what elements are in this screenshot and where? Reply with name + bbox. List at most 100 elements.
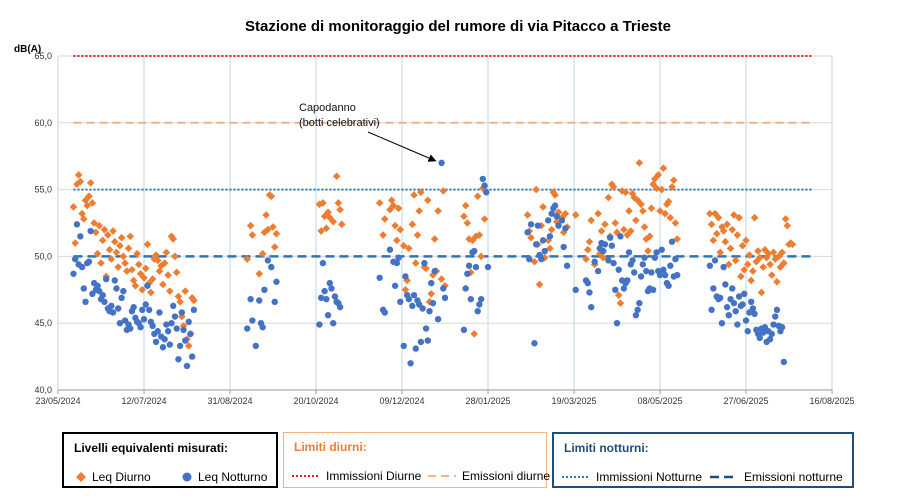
point-leq-diurno [625,207,633,215]
point-leq-diurno [71,239,79,247]
point-leq-notturno [735,293,743,300]
point-leq-diurno [523,211,532,219]
point-leq-notturno [460,326,468,334]
point-leq-diurno [167,232,176,241]
legend-item-immissioni-notturne: Immissioni Notturne [562,470,702,484]
point-leq-diurno [730,211,738,219]
point-leq-notturno [730,299,738,307]
point-leq-notturno [634,306,641,314]
point-leq-diurno [597,227,606,235]
point-leq-notturno [744,328,751,335]
annotation-line-1: Capodanno [299,102,356,114]
point-leq-notturno [667,262,674,269]
point-leq-diurno [138,286,147,294]
x-tick-labels: 23/05/2024 12/07/2024 31/08/2024 20/10/2024… [35,396,854,406]
point-leq-diurno [527,233,535,242]
point-leq-notturno [268,263,275,271]
point-leq-diurno [768,271,776,279]
point-leq-notturno [256,297,263,304]
point-leq-notturno [465,262,473,269]
point-leq-diurno [246,221,255,230]
point-leq-diurno [155,267,164,275]
point-leq-diurno [616,299,625,307]
point-leq-notturno [99,291,106,299]
point-leq-diurno [762,253,771,262]
point-leq-diurno [272,229,281,238]
point-leq-diurno [766,260,774,269]
point-leq-notturno [636,299,643,307]
legend-measured-title: Livelli equivalenti misurati: [74,441,229,455]
point-leq-diurno [269,223,277,231]
point-leq-notturno [316,321,323,328]
point-leq-notturno [426,307,433,315]
y-tick-label: 60,0 [34,118,52,128]
point-leq-notturno [668,238,676,245]
point-leq-diurno [116,241,124,250]
point-leq-notturno [381,309,388,316]
point-leq-diurno [621,188,630,197]
point-leq-diurno [123,267,131,275]
point-leq-notturno [539,237,547,244]
point-leq-diurno [583,245,592,254]
point-leq-notturno [395,254,402,261]
point-leq-diurno [98,236,107,245]
point-leq-notturno [548,210,555,217]
point-leq-diurno [742,236,750,245]
point-leq-diurno [614,291,623,299]
point-leq-notturno [166,341,173,348]
point-leq-notturno [706,262,714,269]
point-leq-diurno [128,265,136,274]
point-leq-diurno [104,231,112,239]
legend-label-immissioni-diurne: Immissioni Diurne [326,469,422,483]
point-leq-diurno [172,268,181,277]
point-leq-diurno [270,243,279,251]
point-leq-notturno [326,279,333,287]
legend-item-emissioni-diurne: Emissioni diurne [428,469,550,483]
point-leq-notturno [471,247,478,255]
x-tick-label: 27/06/2025 [723,396,768,406]
point-leq-notturno [156,309,163,316]
point-leq-notturno [118,294,125,302]
point-leq-diurno [656,207,664,215]
point-leq-notturno [653,249,660,256]
legend-label-leq-notturno: Leq Notturno [198,470,268,484]
point-leq-diurno [709,236,718,245]
point-leq-notturno [424,337,431,344]
point-leq-diurno [393,236,401,245]
point-leq-notturno [101,298,108,306]
point-leq-notturno [127,325,134,332]
point-leq-notturno [264,257,272,264]
point-leq-notturno [527,221,535,228]
point-leq-notturno [168,320,175,327]
point-leq-notturno [109,309,117,316]
point-leq-diurno [659,164,668,173]
point-leq-notturno [625,249,633,256]
point-leq-diurno [647,204,656,213]
point-leq-diurno [551,191,559,199]
point-leq-notturno [631,269,638,276]
point-leq-notturno [606,234,614,241]
point-leq-notturno [637,273,645,280]
x-tick-label: 20/10/2024 [293,396,338,406]
point-leq-diurno [664,197,673,206]
x-tick-label: 12/07/2024 [121,396,166,406]
point-leq-diurno [329,217,337,226]
point-leq-diurno [604,193,613,202]
x-tick-label: 19/03/2025 [551,396,596,406]
point-leq-notturno [639,261,646,268]
point-leq-diurno [417,188,425,197]
point-leq-notturno [173,325,180,332]
grid-lines [57,55,833,394]
point-leq-diurno [725,260,733,269]
point-leq-notturno [386,246,394,253]
point-leq-notturno [252,342,259,350]
point-leq-notturno [77,233,84,240]
point-leq-diurno [661,209,669,218]
point-leq-notturno [261,286,268,293]
point-leq-notturno [431,267,438,275]
point-leq-notturno [562,225,569,232]
point-leq-diurno [73,180,81,189]
point-leq-diurno [394,204,403,213]
point-leq-diurno [117,233,126,242]
point-leq-diurno [788,240,797,249]
